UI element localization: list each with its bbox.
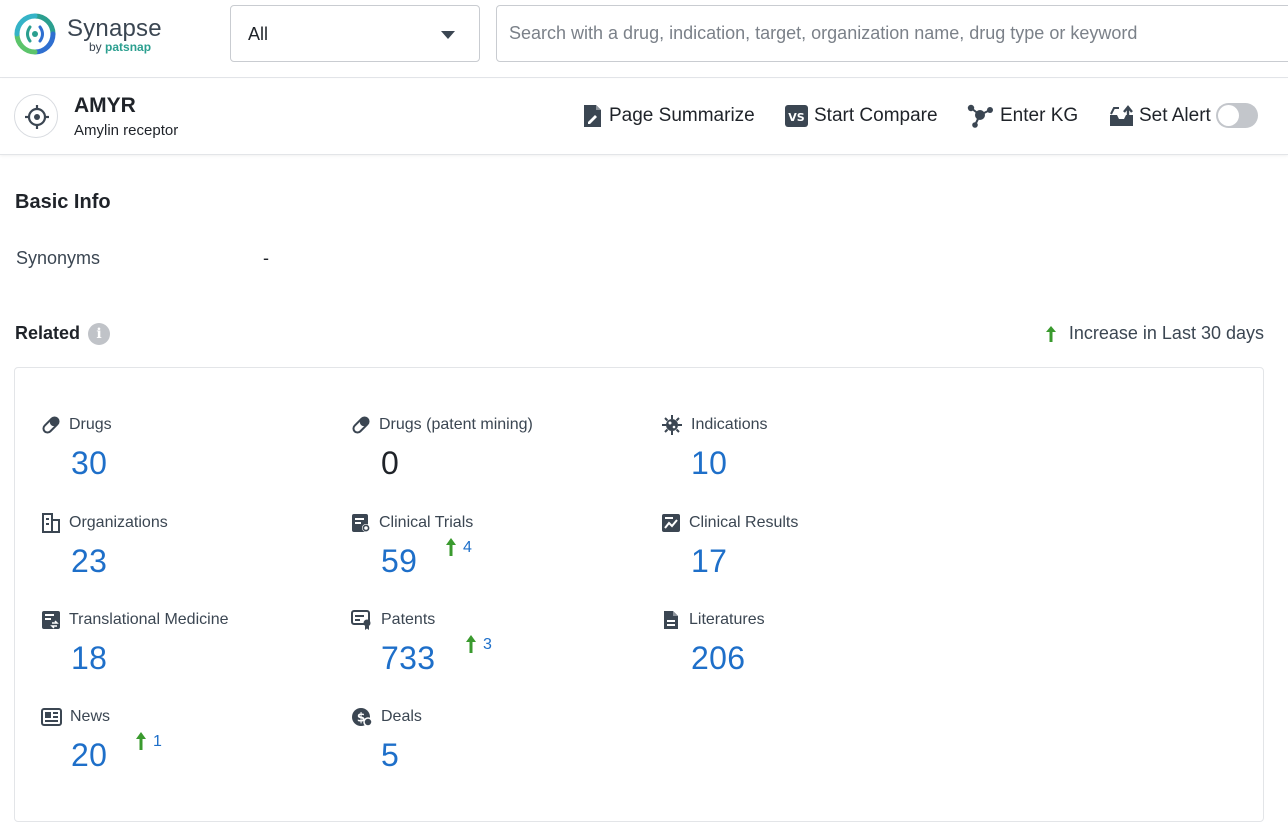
stat-value[interactable]: 10 <box>691 445 727 482</box>
stat-value[interactable]: 5 <box>381 737 399 774</box>
app-name: Synapse <box>67 15 162 43</box>
synonyms-label: Synonyms <box>16 248 100 269</box>
search-input[interactable] <box>496 5 1288 62</box>
entity-subtitle: Amylin receptor <box>74 122 178 139</box>
stat-literatures[interactable]: Literatures 206 <box>661 610 961 690</box>
arrow-up-icon <box>445 537 457 557</box>
increase-legend-label: Increase in Last 30 days <box>1069 323 1264 344</box>
caret-down-icon <box>441 31 455 39</box>
knowledge-graph-icon <box>967 104 994 128</box>
stat-patents[interactable]: Patents 733 3 <box>351 610 651 690</box>
deal-icon: $ <box>351 707 373 727</box>
synonyms-value: - <box>263 248 269 269</box>
increase-badge: 4 <box>445 537 472 557</box>
arrow-up-icon <box>1045 325 1057 343</box>
increase-value[interactable]: 1 <box>153 733 162 751</box>
arrow-up-icon <box>135 731 147 751</box>
app-byline: by patsnap <box>89 40 151 54</box>
stat-translational-medicine[interactable]: Translational Medicine 18 <box>41 610 341 690</box>
stat-clinical-trials[interactable]: Clinical Trials 59 4 <box>351 513 651 593</box>
stat-value[interactable]: 17 <box>691 543 727 580</box>
stat-label: Clinical Trials <box>379 514 473 532</box>
search-scope-value: All <box>248 24 268 45</box>
stat-label: Literatures <box>689 611 765 629</box>
stat-label: Indications <box>691 416 768 434</box>
patent-icon <box>351 610 373 630</box>
increase-value[interactable]: 3 <box>483 636 492 654</box>
increase-value[interactable]: 4 <box>463 539 472 557</box>
target-icon <box>14 94 58 138</box>
increase-legend: Increase in Last 30 days <box>1045 323 1264 344</box>
virus-icon <box>661 414 683 436</box>
stat-label: Translational Medicine <box>69 611 228 629</box>
synapse-logo[interactable]: Synapse by patsnap <box>13 12 173 58</box>
increase-badge: 3 <box>465 634 492 654</box>
stat-value: 0 <box>381 445 399 482</box>
stat-indications[interactable]: Indications 10 <box>661 415 961 495</box>
translational-icon <box>41 610 61 630</box>
stat-label: Clinical Results <box>689 514 798 532</box>
related-title: Related <box>15 323 80 344</box>
pill-icon <box>351 415 371 435</box>
document-icon <box>661 610 681 630</box>
entity-header: AMYR Amylin receptor Page Summarize VS S… <box>0 79 1288 155</box>
svg-text:VS: VS <box>788 111 805 124</box>
stat-organizations[interactable]: Organizations 23 <box>41 513 341 593</box>
byline-prefix: by <box>89 40 102 54</box>
search-scope-select[interactable]: All <box>230 5 480 62</box>
page-summarize-label: Page Summarize <box>609 105 755 127</box>
clinical-trials-icon <box>351 513 371 533</box>
compare-icon: VS <box>785 105 808 127</box>
enter-kg-label: Enter KG <box>1000 105 1078 127</box>
stat-label: Organizations <box>69 514 168 532</box>
arrow-up-icon <box>465 634 477 654</box>
stat-drugs-patent-mining[interactable]: Drugs (patent mining) 0 <box>351 415 651 495</box>
stat-label: Patents <box>381 611 435 629</box>
increase-badge: 1 <box>135 731 162 751</box>
stat-value[interactable]: 18 <box>71 640 107 677</box>
building-icon <box>41 513 61 533</box>
stat-value[interactable]: 23 <box>71 543 107 580</box>
basic-info-title: Basic Info <box>15 191 111 214</box>
stat-drugs[interactable]: Drugs 30 <box>41 415 341 495</box>
stat-news[interactable]: News 20 1 <box>41 707 341 787</box>
set-alert-label: Set Alert <box>1139 105 1211 127</box>
page-summarize-button[interactable]: Page Summarize <box>582 103 755 129</box>
alert-toggle[interactable] <box>1216 103 1258 128</box>
stat-label: Drugs (patent mining) <box>379 416 533 434</box>
stat-deals[interactable]: $ Deals 5 <box>351 707 651 787</box>
set-alert-button[interactable]: Set Alert <box>1110 103 1211 129</box>
info-icon[interactable]: i <box>88 323 110 345</box>
stat-value[interactable]: 59 <box>381 543 417 580</box>
related-card: Drugs 30 Drugs (patent mining) 0 Indicat… <box>14 367 1264 822</box>
newspaper-icon <box>41 708 62 726</box>
enter-kg-button[interactable]: Enter KG <box>967 103 1078 129</box>
alert-toggle-knob <box>1218 105 1239 126</box>
chart-doc-icon <box>661 513 681 533</box>
stat-value[interactable]: 30 <box>71 445 107 482</box>
entity-title: AMYR <box>74 94 136 118</box>
start-compare-label: Start Compare <box>814 105 938 127</box>
stat-label: News <box>70 708 110 726</box>
stat-value[interactable]: 20 <box>71 737 107 774</box>
alert-icon <box>1110 105 1133 127</box>
stat-label: Drugs <box>69 416 112 434</box>
top-bar: Synapse by patsnap All <box>0 0 1288 78</box>
stat-clinical-results[interactable]: Clinical Results 17 <box>661 513 961 593</box>
start-compare-button[interactable]: VS Start Compare <box>785 103 938 129</box>
synapse-logo-icon <box>13 12 57 56</box>
pill-icon <box>41 415 61 435</box>
stat-value[interactable]: 733 <box>381 640 435 677</box>
byline-brand: patsnap <box>105 40 151 54</box>
stat-value[interactable]: 206 <box>691 640 745 677</box>
summarize-icon <box>582 104 603 128</box>
stat-label: Deals <box>381 708 422 726</box>
